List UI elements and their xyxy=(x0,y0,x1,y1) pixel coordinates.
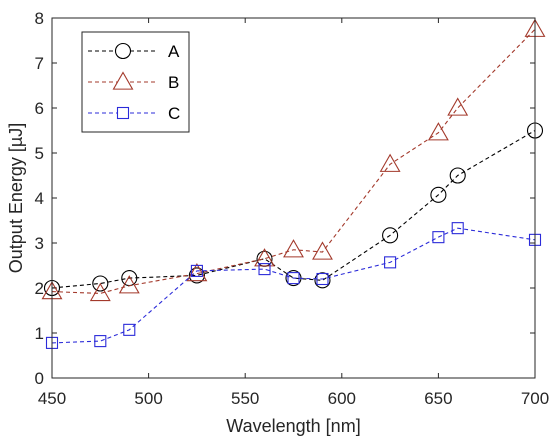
x-tick-label: 500 xyxy=(134,389,162,408)
legend: ABC xyxy=(81,31,190,133)
data-point-A xyxy=(92,275,109,292)
data-point-C xyxy=(258,263,271,276)
x-axis-title: Wavelength [nm] xyxy=(226,416,360,436)
data-point-B xyxy=(186,262,208,282)
data-point-B xyxy=(89,282,111,302)
data-point-B xyxy=(379,153,401,172)
y-tick-label: 6 xyxy=(35,99,44,118)
data-point-B xyxy=(447,97,469,116)
y-axis-title: Output Energy [µJ] xyxy=(6,123,26,273)
data-point-A xyxy=(188,267,205,284)
data-point-A xyxy=(430,186,447,203)
y-tick-label: 7 xyxy=(35,54,44,73)
legend-label: A xyxy=(168,42,180,61)
y-tick-label: 5 xyxy=(35,144,44,163)
data-point-B xyxy=(283,239,304,258)
x-tick-label: 550 xyxy=(231,389,259,408)
x-tick-label: 600 xyxy=(328,389,356,408)
data-point-B xyxy=(118,275,140,294)
legend-entry-B: B xyxy=(88,71,179,92)
legend-marker xyxy=(112,71,134,90)
data-point-C xyxy=(94,335,107,348)
y-tick-label: 2 xyxy=(35,279,44,298)
legend-label: B xyxy=(168,73,179,92)
y-axis-ticks: 0 1 2 3 4 5 6 7 8 xyxy=(35,9,535,388)
y-tick-label: 0 xyxy=(35,369,44,388)
series-A xyxy=(43,122,544,297)
x-tick-label: 650 xyxy=(424,389,452,408)
series-layer xyxy=(41,18,546,349)
legend-marker xyxy=(116,106,130,120)
legend-entry-C: C xyxy=(88,104,180,123)
series-B xyxy=(41,18,546,302)
data-point-A xyxy=(382,227,399,244)
data-point-B xyxy=(312,241,333,260)
y-tick-label: 3 xyxy=(35,234,44,253)
legend-marker xyxy=(114,42,132,60)
data-point-C xyxy=(123,323,136,336)
data-point-B xyxy=(427,122,449,141)
x-tick-label: 450 xyxy=(38,389,66,408)
x-tick-label: 700 xyxy=(521,389,549,408)
data-point-C xyxy=(451,222,464,235)
y-tick-label: 1 xyxy=(35,324,44,343)
data-point-A xyxy=(314,272,331,289)
y-tick-label: 8 xyxy=(35,9,44,28)
data-point-C xyxy=(384,256,397,269)
data-point-C xyxy=(287,272,300,285)
series-line-A xyxy=(51,130,536,289)
series-line-B xyxy=(51,28,536,294)
plot-frame xyxy=(51,17,536,379)
data-point-C xyxy=(190,264,203,277)
series-line-C xyxy=(51,227,536,344)
data-point-B xyxy=(254,248,275,267)
data-point-A xyxy=(449,167,466,184)
data-point-C xyxy=(316,272,329,286)
y-tick-label: 4 xyxy=(35,189,44,208)
legend-label: C xyxy=(168,104,180,123)
legend-box xyxy=(81,31,190,133)
legend-entry-A: A xyxy=(88,42,180,61)
data-point-C xyxy=(432,231,445,244)
